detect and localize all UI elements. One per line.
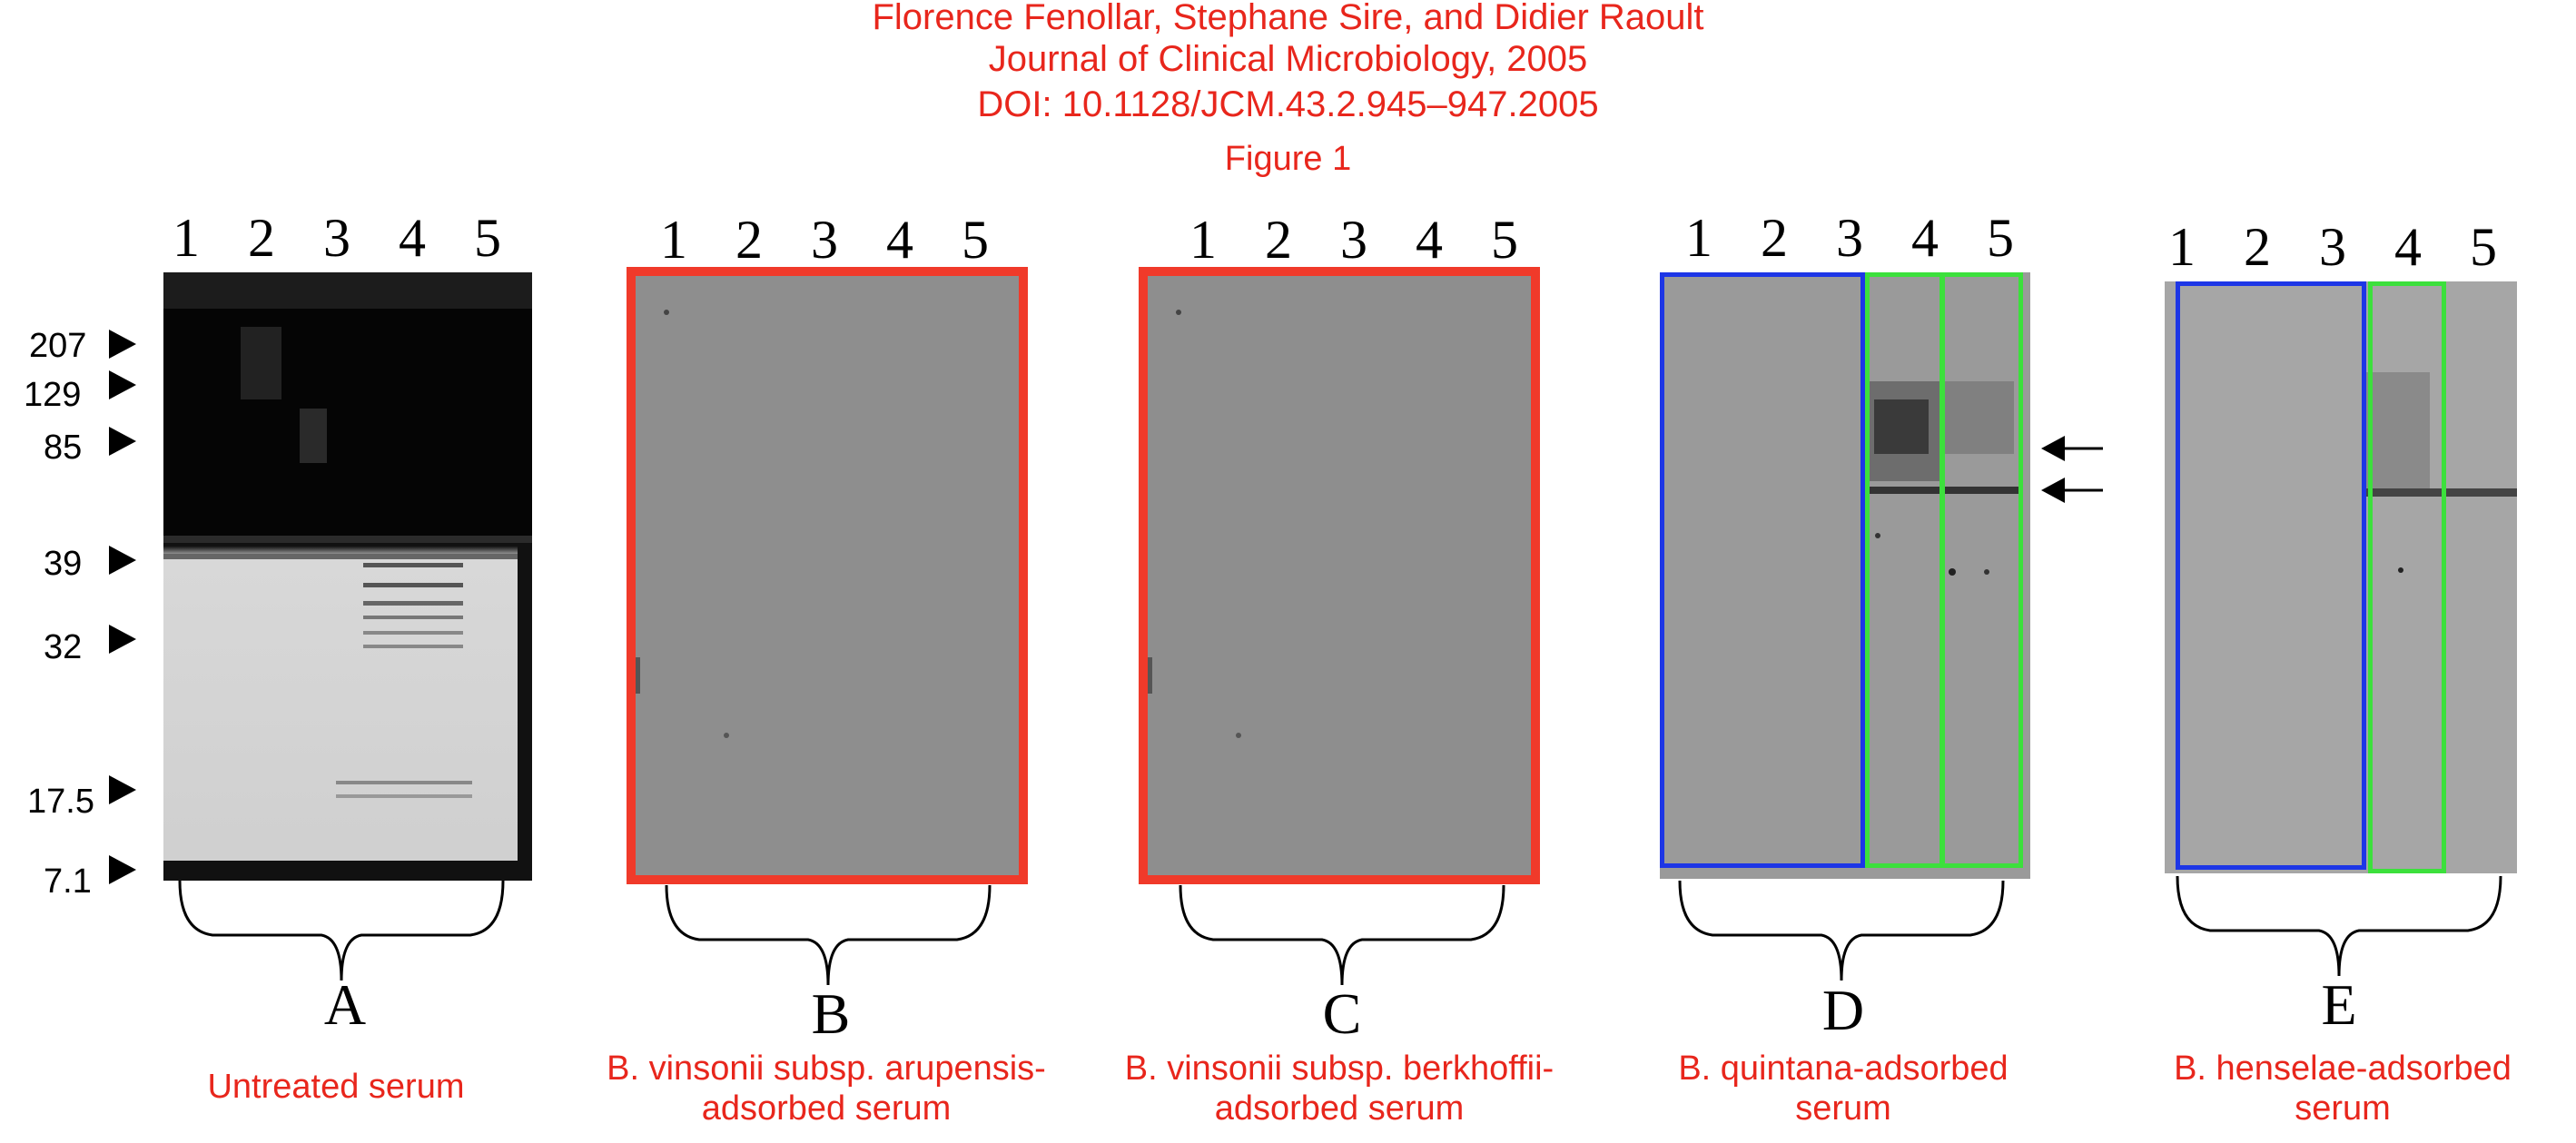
mw-marker-label: 129 (24, 376, 82, 414)
panel-a-brace (178, 881, 505, 980)
blue-box-lanes-1-3 (2176, 281, 2366, 870)
blue-box-lanes-1-3 (1660, 272, 1865, 868)
lane-label: 4 (886, 210, 913, 270)
lane-label: 4 (2394, 217, 2422, 277)
mw-marker-label: 32 (44, 628, 83, 666)
panel-e-brace (2176, 876, 2502, 976)
caption-line: adsorbed serum (701, 1089, 952, 1128)
caption-line: B. vinsonii subsp. arupensis- (607, 1049, 1046, 1088)
green-box-lane-5 (1939, 272, 2023, 868)
caption-line: Untreated serum (207, 1068, 465, 1106)
mw-marker-label: 85 (44, 429, 83, 467)
mw-marker-label: 207 (29, 327, 87, 365)
caption-line: B. vinsonii subsp. berkhoffii- (1124, 1049, 1554, 1088)
lane-label: 2 (248, 208, 275, 268)
lane-label: 5 (1491, 210, 1518, 270)
lane-label: 5 (2470, 217, 2497, 277)
green-box-lane-4 (1865, 272, 1945, 868)
blot-panel-e (2165, 281, 2517, 873)
lane-label: 1 (660, 210, 687, 270)
arrowhead-icon (109, 775, 136, 804)
arrowhead-icon (109, 855, 136, 884)
band-arrow-icon (2041, 478, 2103, 503)
lane-label: 5 (1987, 208, 2014, 268)
lane-label: 3 (1340, 210, 1367, 270)
panel-e-caption: B. henselae-adsorbed serum (2134, 1049, 2551, 1128)
journal-line: Journal of Clinical Microbiology, 2005 (988, 39, 1588, 79)
panel-e-letter: E (2321, 972, 2357, 1037)
panel-b-brace (665, 885, 992, 985)
lane-label: 4 (1416, 210, 1443, 270)
green-box-lane-4 (2368, 281, 2446, 873)
panel-b-letter: B (811, 981, 851, 1046)
lane-label: 3 (811, 210, 838, 270)
panel-d-brace (1678, 881, 2005, 980)
doi-line: DOI: 10.1128/JCM.43.2.945–947.2005 (977, 84, 1599, 124)
lane-label: 2 (1265, 210, 1292, 270)
arrowhead-icon (109, 427, 136, 456)
panel-b-caption: B. vinsonii subsp. arupensis- adsorbed s… (572, 1049, 1081, 1128)
panel-c-letter: C (1322, 981, 1362, 1046)
band-arrow-icon (2041, 436, 2103, 461)
lane-label: 1 (1685, 208, 1712, 268)
lane-label: 2 (2244, 217, 2271, 277)
caption-line: B. henselae-adsorbed (2174, 1049, 2512, 1088)
caption-line: serum (2295, 1089, 2391, 1128)
arrowhead-icon (109, 625, 136, 654)
mw-marker-label: 17.5 (27, 783, 94, 821)
lane-label: 1 (173, 208, 200, 268)
blot-panel-d (1660, 272, 2030, 879)
lane-label: 3 (323, 208, 350, 268)
lane-label: 5 (474, 208, 501, 268)
caption-line: B. quintana-adsorbed (1678, 1049, 2008, 1088)
lane-label: 3 (1836, 208, 1863, 268)
panel-a-caption: Untreated serum (154, 1067, 518, 1107)
panel-d-letter: D (1821, 978, 1865, 1042)
caption-line: serum (1795, 1089, 1891, 1128)
caption-line: adsorbed serum (1214, 1089, 1465, 1128)
arrowhead-icon (109, 546, 136, 575)
lane-label: 2 (735, 210, 763, 270)
panel-d-caption: B. quintana-adsorbed serum (1634, 1049, 2052, 1128)
mw-marker-label: 39 (44, 545, 83, 583)
lane-label: 1 (1189, 210, 1217, 270)
lane-label: 3 (2319, 217, 2346, 277)
lane-label: 4 (399, 208, 426, 268)
lane-label: 5 (962, 210, 989, 270)
mw-marker-label: 7.1 (44, 862, 92, 901)
lane-label: 4 (1911, 208, 1939, 268)
blot-panel-a (163, 272, 532, 881)
authors-line: Florence Fenollar, Stephane Sire, and Di… (872, 0, 1704, 37)
panel-c-caption: B. vinsonii subsp. berkhoffii- adsorbed … (1085, 1049, 1594, 1128)
figure-label: Figure 1 (1224, 140, 1352, 178)
panel-c-brace (1179, 885, 1505, 985)
lane-label: 1 (2168, 217, 2196, 277)
lane-label: 2 (1761, 208, 1788, 268)
arrowhead-icon (109, 370, 136, 399)
arrowhead-icon (109, 330, 136, 359)
blot-panel-b (627, 267, 1028, 884)
panel-a-letter: A (323, 972, 367, 1037)
blot-panel-c (1139, 267, 1540, 884)
